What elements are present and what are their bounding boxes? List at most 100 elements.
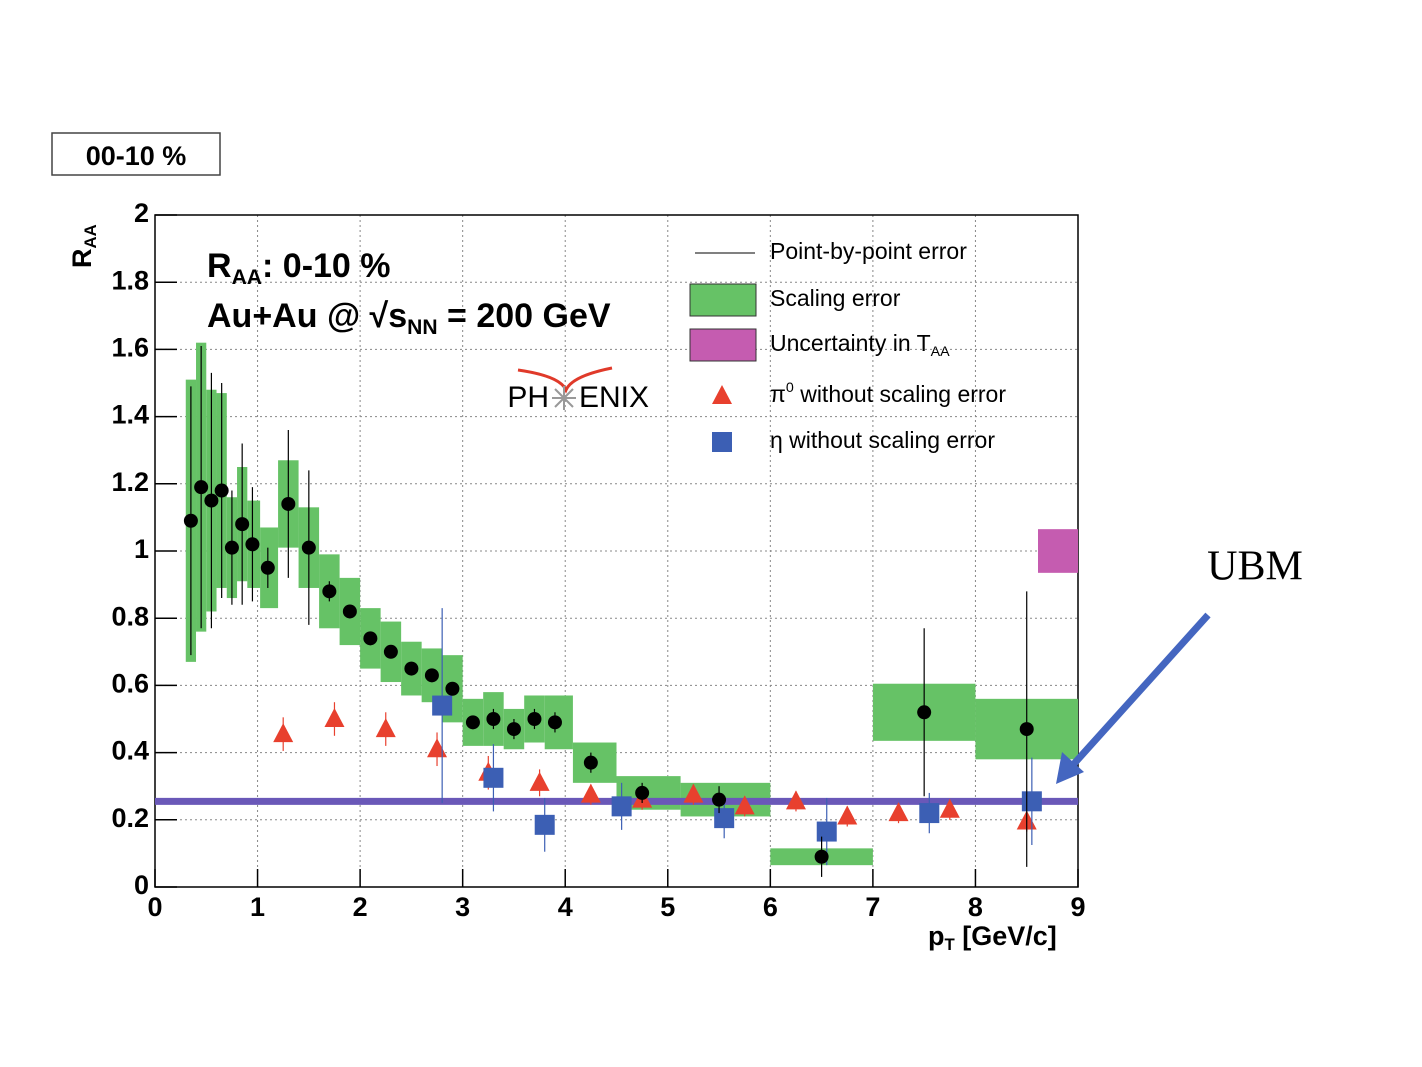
y-tick-label: 2: [134, 198, 149, 228]
annotation: RAA: 0-10 %: [207, 247, 391, 289]
point: [714, 808, 735, 829]
y-axis-label: RAA: [67, 224, 100, 268]
point: [204, 493, 219, 508]
logo-star: [552, 386, 576, 410]
point: [1019, 722, 1034, 737]
legend-label-part: 0: [786, 380, 794, 396]
point: [547, 715, 562, 730]
point: [363, 631, 378, 646]
point: [273, 723, 294, 743]
legend-label-part: Point-by-point error: [770, 238, 967, 264]
x-tick-label: 1: [250, 892, 265, 922]
y-tick-label: 0.4: [111, 736, 149, 766]
legend-label: π0 without scaling error: [770, 380, 1006, 407]
point: [301, 540, 316, 555]
ubm-arrow: [1069, 612, 1211, 769]
legend-label: η without scaling error: [770, 427, 995, 453]
point: [534, 814, 555, 835]
point: [837, 805, 858, 825]
point: [322, 584, 337, 599]
point: [424, 668, 439, 683]
point: [465, 715, 480, 730]
annotation: Au+Au @ √sNN = 200 GeV: [207, 297, 611, 339]
y-tick-label: 1.4: [111, 400, 149, 430]
point: [683, 783, 704, 803]
y-tick-label: 1: [134, 534, 149, 564]
point: [734, 795, 755, 815]
panel-label: 00-10 %: [86, 141, 187, 171]
point: [527, 712, 542, 726]
y-tick-label: 1.6: [111, 333, 149, 363]
point: [506, 722, 521, 737]
legend-label: Uncertainty in TAA: [770, 330, 950, 360]
point: [712, 792, 727, 807]
logo-arc: [517, 366, 613, 394]
y-axis-label-part: AA: [82, 224, 101, 248]
point: [583, 755, 598, 770]
ubm-arrowhead: [1056, 752, 1084, 784]
point: [486, 712, 501, 726]
point: [324, 708, 345, 727]
y-tick-label: 0: [134, 870, 149, 900]
annotation-part: NN: [407, 316, 437, 339]
ubm-label: UBM: [1207, 544, 1303, 590]
point: [224, 540, 239, 555]
x-tick-label: 2: [353, 892, 368, 922]
x-axis-label: pT [GeV/c]: [928, 921, 1057, 954]
point: [814, 849, 829, 864]
point: [816, 821, 837, 842]
plot-area: 0 1 2 3 4 5 6 7 8 9 0 0.2 0.4 0.6 0.8 1 1.2 1.4 1.6 1.8 2 pT …: [67, 198, 1303, 954]
legend-label-part: Scaling error: [770, 285, 901, 311]
x-axis-label-part: [GeV/c]: [955, 921, 1057, 951]
legend-symbol: [712, 385, 732, 404]
x-tick-label: 3: [455, 892, 470, 922]
x-tick-label: 9: [1070, 892, 1085, 922]
point: [194, 480, 209, 495]
x-axis-label-part: T: [945, 936, 956, 955]
point: [635, 785, 650, 800]
annotation-part: Au+Au @ √s: [207, 297, 407, 335]
logo-text: ENIX: [579, 381, 649, 414]
legend-label-part: π: [770, 381, 786, 407]
annotation-part: : 0-10 %: [262, 247, 391, 285]
x-tick-label: 6: [763, 892, 778, 922]
point: [214, 483, 229, 498]
point: [445, 681, 460, 696]
y-tick-label: 1.2: [111, 467, 149, 497]
y-tick-label: 0.6: [111, 669, 149, 699]
point: [529, 771, 550, 791]
x-axis-label-part: p: [928, 921, 945, 951]
y-tick-label: 0.8: [111, 601, 149, 631]
point: [580, 783, 601, 803]
y-tick-label: 0.2: [111, 803, 149, 833]
legend-symbol: [689, 283, 757, 317]
panel-label-box: [51, 132, 221, 176]
legend-label-part: AA: [931, 344, 951, 360]
point: [917, 705, 932, 720]
legend-label-part: Uncertainty in T: [770, 330, 931, 356]
logo-text: PH: [507, 381, 549, 414]
point: [375, 718, 396, 738]
point: [183, 513, 198, 528]
point: [383, 644, 398, 659]
point: [432, 695, 453, 716]
point: [1021, 791, 1042, 812]
point: [939, 798, 960, 818]
x-tick-label: 5: [660, 892, 675, 922]
legend-symbol: [712, 432, 732, 452]
point: [260, 560, 275, 575]
annotation-part: R: [207, 247, 232, 285]
annotation-part: = 200 GeV: [438, 297, 611, 335]
x-tick-label: 0: [147, 892, 162, 922]
annotation-part: AA: [232, 266, 262, 289]
point: [235, 517, 250, 532]
legend-symbol: [689, 328, 757, 362]
point: [281, 496, 296, 511]
taa-uncertainty: [1038, 529, 1078, 573]
point: [245, 537, 260, 552]
x-tick-label: 4: [558, 892, 573, 922]
point: [611, 796, 632, 817]
legend-label: Scaling error: [770, 285, 901, 311]
x-tick-label: 7: [865, 892, 880, 922]
